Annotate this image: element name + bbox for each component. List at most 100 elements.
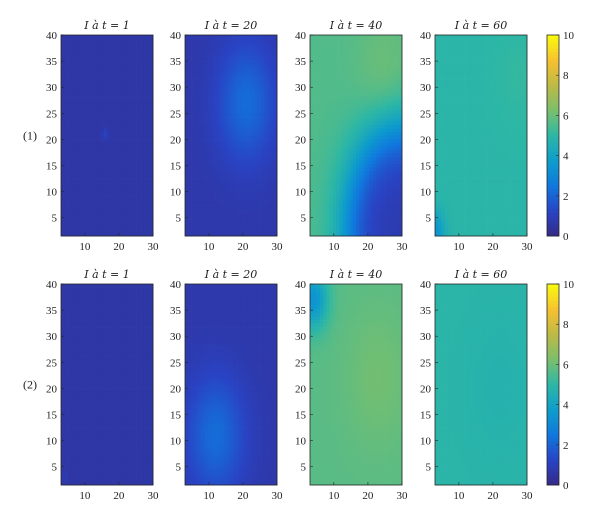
heatmap-cell	[349, 70, 354, 75]
heatmap-cell	[382, 67, 386, 72]
heatmap-cell	[392, 167, 396, 172]
heatmap-cell	[263, 196, 268, 201]
heatmap-cell	[204, 210, 209, 215]
heatmap-cell	[349, 232, 354, 237]
heatmap-cell	[362, 153, 367, 158]
heatmap-cell	[310, 214, 314, 219]
heatmap-cell	[326, 218, 331, 222]
heatmap-cell	[231, 85, 235, 90]
heatmap-cell	[120, 200, 124, 205]
heatmap-cell	[201, 153, 206, 158]
heatmap-cell	[93, 146, 98, 151]
heatmap-cell	[123, 164, 128, 169]
heatmap-cell	[217, 218, 222, 222]
heatmap-cell	[267, 225, 271, 230]
heatmap-cell	[438, 232, 442, 237]
heatmap-cell	[194, 85, 199, 90]
heatmap-cell	[149, 153, 154, 158]
heatmap-cell	[329, 146, 334, 151]
heatmap-cell	[84, 74, 88, 79]
heatmap-cell	[273, 63, 278, 68]
heatmap-cell	[113, 185, 118, 190]
heatmap-cell	[70, 106, 75, 111]
heatmap-cell	[326, 171, 331, 176]
heatmap-cell	[103, 178, 108, 183]
heatmap-cell	[323, 178, 327, 183]
heatmap-cell	[267, 42, 271, 47]
heatmap-cell	[139, 81, 144, 86]
heatmap-cell	[211, 142, 215, 147]
heatmap-cell	[64, 232, 68, 237]
heatmap-cell	[130, 117, 134, 122]
heatmap-cell	[392, 139, 396, 144]
heatmap-cell	[234, 113, 238, 118]
heatmap-cell	[240, 74, 245, 79]
heatmap-cell	[333, 70, 337, 75]
heatmap-cell	[126, 60, 131, 65]
heatmap-cell	[143, 117, 147, 122]
heatmap-cell	[319, 88, 324, 93]
heatmap-cell	[110, 196, 114, 201]
heatmap-cell	[244, 128, 248, 133]
heatmap-cell	[130, 128, 134, 133]
heatmap-cell	[395, 78, 400, 83]
heatmap-cell	[313, 42, 317, 47]
heatmap-cell	[316, 67, 321, 72]
heatmap-cell	[438, 74, 442, 79]
heatmap-cell	[263, 99, 268, 104]
heatmap-cell	[438, 214, 442, 219]
heatmap-cell	[97, 52, 101, 57]
heatmap-cell	[74, 160, 78, 165]
heatmap-cell	[100, 42, 105, 47]
heatmap-cell	[313, 149, 317, 154]
heatmap-cell	[84, 221, 88, 226]
heatmap-cell	[224, 42, 229, 47]
heatmap-cell	[398, 203, 403, 208]
heatmap-cell	[244, 160, 248, 165]
heatmap-cell	[208, 78, 212, 83]
heatmap-cell	[395, 103, 400, 108]
heatmap-cell	[67, 218, 72, 222]
heatmap-cell	[237, 218, 242, 222]
heatmap-cell	[257, 106, 261, 111]
heatmap-cell	[395, 221, 400, 226]
heatmap-cell	[194, 103, 199, 108]
heatmap-cell	[369, 117, 373, 122]
heatmap-cell	[90, 85, 95, 90]
heatmap-cell	[273, 157, 278, 161]
heatmap-cell	[326, 167, 331, 172]
heatmap-cell	[435, 35, 439, 39]
heatmap-cell	[214, 124, 219, 129]
heatmap-cell	[188, 67, 192, 72]
heatmap-cell	[270, 139, 275, 144]
heatmap-cell	[359, 131, 363, 136]
heatmap-cell	[224, 110, 229, 115]
heatmap-cell	[365, 174, 370, 179]
heatmap-cell	[188, 189, 192, 194]
heatmap-cell	[346, 214, 350, 219]
heatmap-cell	[126, 67, 131, 72]
heatmap-cell	[221, 110, 225, 115]
heatmap-cell	[113, 203, 118, 208]
heatmap-cell	[87, 96, 91, 100]
heatmap-cell	[64, 149, 68, 154]
heatmap-cell	[333, 60, 337, 65]
heatmap-cell	[379, 178, 383, 183]
heatmap-cell	[369, 232, 373, 237]
heatmap-cell	[77, 218, 82, 222]
heatmap-cell	[74, 214, 78, 219]
heatmap-cell	[356, 92, 360, 97]
heatmap-cell	[346, 113, 350, 118]
heatmap-cell	[90, 139, 95, 144]
heatmap-cell	[356, 96, 360, 100]
heatmap-cell	[267, 218, 271, 222]
heatmap-cell	[113, 142, 118, 147]
heatmap-cell	[323, 174, 327, 179]
heatmap-cell	[375, 232, 380, 237]
heatmap-cell	[359, 207, 363, 212]
heatmap-cell	[438, 189, 442, 194]
heatmap-cell	[392, 78, 396, 83]
heatmap-cell	[188, 74, 192, 79]
heatmap-cell	[126, 106, 131, 111]
heatmap-cell	[113, 210, 118, 215]
